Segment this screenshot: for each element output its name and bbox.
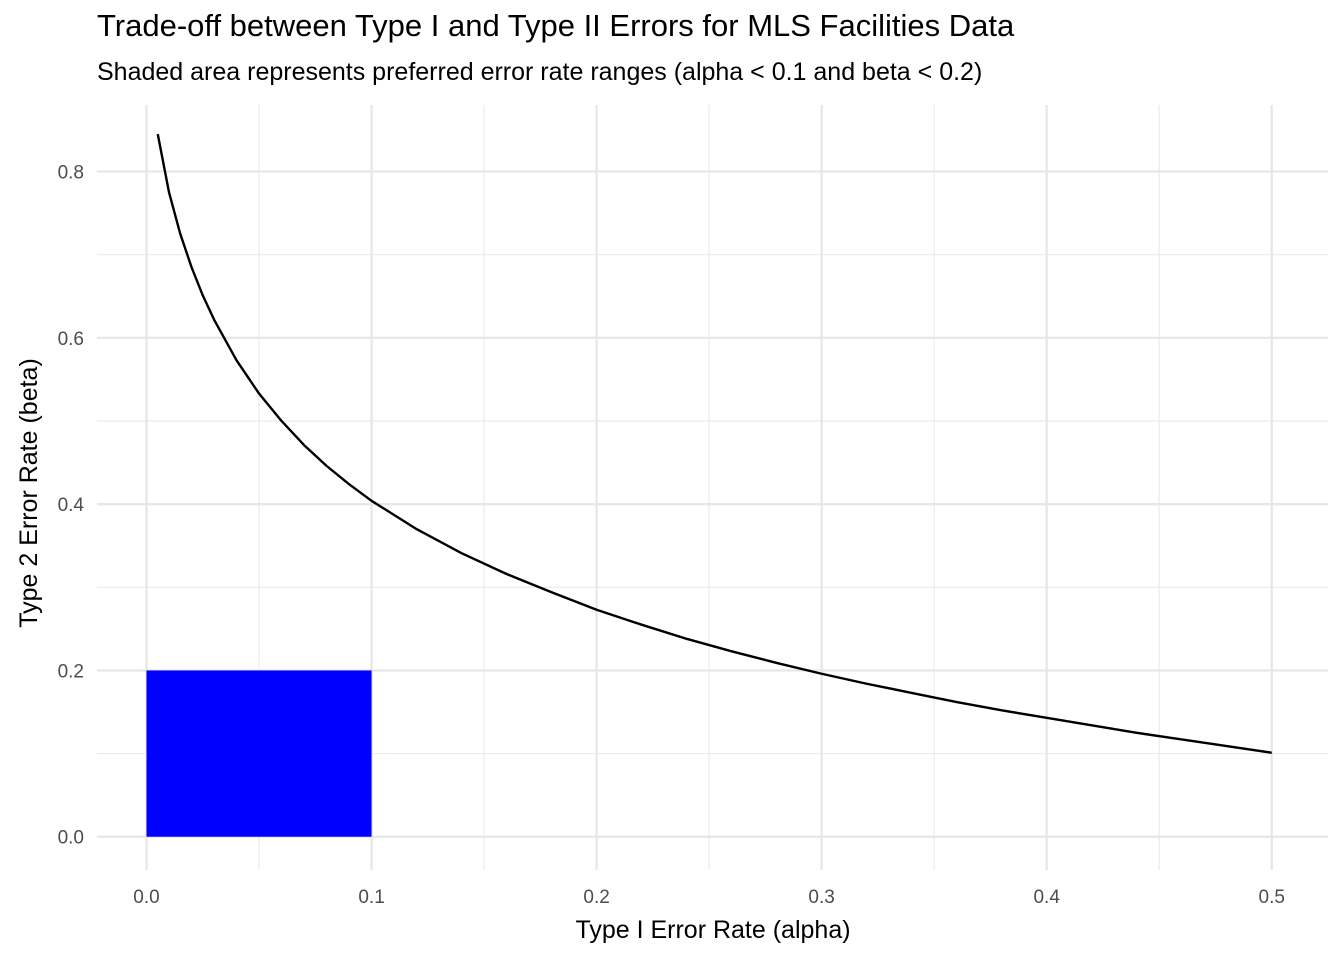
x-tick-label: 0.2: [583, 887, 609, 908]
x-tick-label: 0.1: [358, 887, 384, 908]
x-tick-label: 0.0: [133, 887, 159, 908]
preferred-region: [146, 670, 372, 837]
x-tick-label: 0.4: [1033, 887, 1060, 908]
x-axis-label: Type I Error Rate (alpha): [575, 916, 850, 944]
y-tick-label: 0.8: [58, 163, 84, 184]
shaded-region-layer: [146, 670, 372, 837]
y-tick-label: 0.0: [58, 828, 84, 849]
chart-title: Trade-off between Type I and Type II Err…: [97, 8, 1015, 43]
series-layer: [156, 133, 1272, 754]
tradeoff-curve: [156, 133, 1272, 754]
y-tick-label: 0.2: [58, 661, 84, 682]
x-tick-label: 0.3: [808, 887, 834, 908]
tick-labels: 0.0 0.1 0.2 0.3 0.4 0.5 0.0 0.2 0.4 0.6 0.8: [58, 163, 1285, 908]
chart-subtitle: Shaded area represents preferred error r…: [97, 58, 983, 86]
y-tick-label: 0.6: [58, 329, 84, 350]
y-axis-label: Type 2 Error Rate (beta): [15, 358, 43, 628]
x-tick-label: 0.5: [1259, 887, 1285, 908]
y-tick-label: 0.4: [58, 495, 85, 516]
